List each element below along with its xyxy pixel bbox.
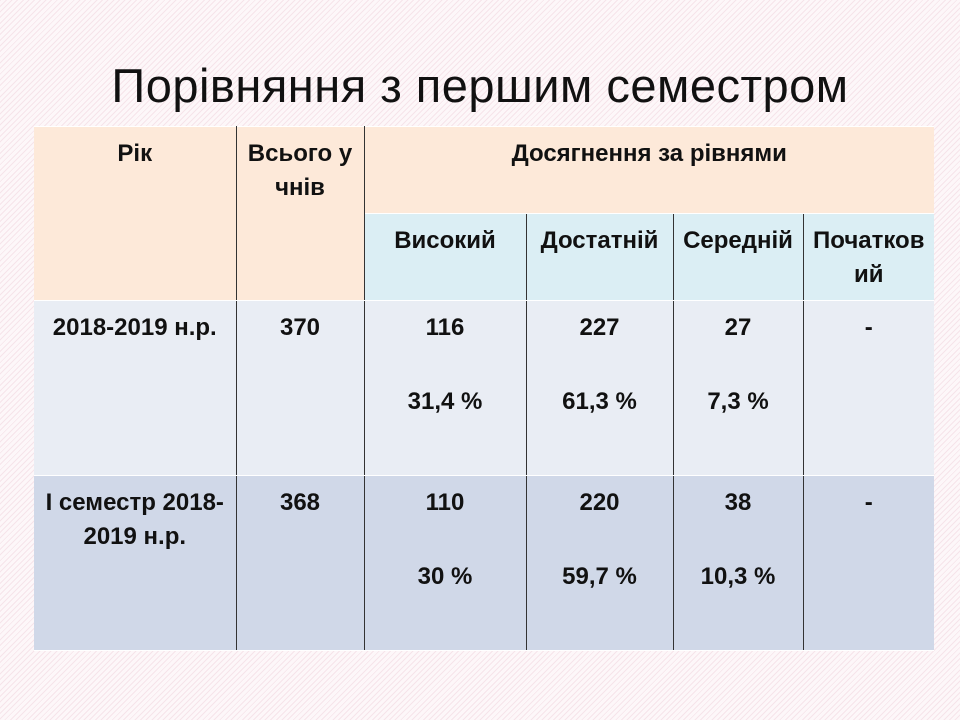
percent: 61,3 % (562, 388, 637, 415)
total-cell: 370 (235, 300, 365, 476)
percent: 31,4 % (407, 388, 483, 415)
level-cell: - (802, 300, 934, 476)
count: 220 (579, 489, 620, 516)
level-cell: 116 31,4 % (363, 300, 527, 476)
header-row: Рік Всього учнів Досягнення за рівнями (34, 126, 934, 301)
count: 116 (425, 314, 465, 341)
data-row: 2018-2019 н.р. 370 116 31,4 % 227 61,3 % 27 7,3… (34, 300, 934, 476)
year-cell: І семестр 2018-2019 н.р. (34, 475, 237, 651)
total-cell: 368 (235, 475, 365, 651)
header-cell: Рік (34, 126, 237, 301)
level-cell: 27 7,3 % (672, 300, 804, 476)
percent: 30 % (417, 563, 473, 590)
level-header: Достатній (525, 213, 674, 301)
level-cell: 38 10,3 % (672, 475, 804, 651)
count: 38 (724, 489, 752, 516)
header-cell: Всього учнів (235, 126, 365, 301)
count: 27 (724, 314, 752, 341)
level-header: Високий (364, 213, 527, 301)
level-cell: 227 61,3 % (525, 300, 674, 476)
subheader-row: Високий Достатній Середній Початковий (34, 213, 934, 301)
slide-title: Порівняння з першим семестром (111, 59, 849, 112)
count: 110 (425, 489, 465, 516)
count: 227 (579, 314, 620, 341)
table-body: Рік Всього учнів Досягнення за рівнями В… (34, 126, 934, 651)
level-header: Початковий (802, 213, 934, 301)
percent: 59,7 % (562, 563, 637, 590)
count: - (864, 314, 873, 341)
level-cell: - (802, 475, 934, 651)
data-row: І семестр 2018-2019 н.р. 368 110 30 % 220 59,… (34, 475, 934, 651)
year-cell: 2018-2019 н.р. (34, 300, 237, 476)
percent: 10,3 % (700, 563, 776, 590)
percent: 7,3 % (707, 388, 769, 415)
count: - (864, 489, 873, 516)
header-cell: Досягнення за рівнями (363, 126, 934, 214)
level-cell: 110 30 % (363, 475, 527, 651)
level-header: Середній (672, 213, 804, 301)
results-table: Рік Всього учнів Досягнення за рівнями В… (34, 126, 934, 651)
level-cell: 220 59,7 % (525, 475, 674, 651)
